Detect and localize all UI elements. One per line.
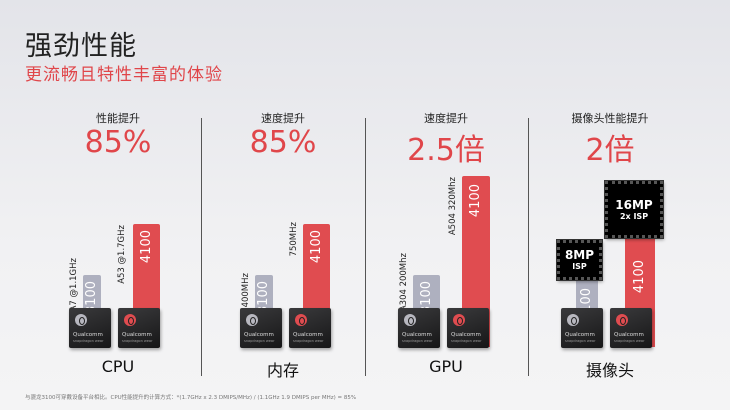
isp-desc: ISP <box>572 262 587 271</box>
snapdragon-3100-chip: Qualcomm snapdragon wear <box>240 308 282 348</box>
snapdragon-logo-icon <box>404 314 416 326</box>
panel-value: 85% <box>84 125 152 160</box>
bar-label: 4100 <box>309 230 324 264</box>
bar-label: 4100 <box>632 260 647 294</box>
page-title: 强劲性能 <box>25 31 137 62</box>
divider <box>365 118 366 376</box>
panel-value: 85% <box>249 125 317 160</box>
chip-line: snapdragon wear <box>244 339 275 343</box>
snapdragon-logo-icon <box>124 314 136 326</box>
panel-footer: 内存 <box>266 361 299 380</box>
snapdragon-3100-chip: Qualcomm snapdragon wear <box>69 308 111 348</box>
chip-brand: Qualcomm <box>614 332 644 338</box>
spec-label: A7 @1.1GHz <box>69 258 79 312</box>
chip-line: snapdragon wear <box>451 339 482 343</box>
snapdragon-3100-chip: Qualcomm snapdragon wear <box>561 308 603 348</box>
chip-brand: Qualcomm <box>244 332 274 338</box>
bar-label: 4100 <box>468 184 483 218</box>
spec-label: A504 320Mhz <box>448 177 458 236</box>
divider <box>528 118 529 376</box>
panel-heading: 速度提升 <box>424 112 468 125</box>
snapdragon-4100-chip: Qualcomm snapdragon wear <box>289 308 331 348</box>
panel-heading: 性能提升 <box>96 112 140 125</box>
chip-brand: Qualcomm <box>122 332 152 338</box>
snapdragon-logo-icon <box>75 314 87 326</box>
snapdragon-4100-chip: Qualcomm snapdragon wear <box>610 308 652 348</box>
chip-line: snapdragon wear <box>614 339 645 343</box>
chip-line: snapdragon wear <box>402 339 433 343</box>
divider <box>201 118 202 376</box>
page-subtitle: 更流畅且特性丰富的体验 <box>25 65 223 85</box>
chip-line: snapdragon wear <box>293 339 324 343</box>
chip-line: snapdragon wear <box>122 339 153 343</box>
snapdragon-logo-icon <box>246 314 258 326</box>
chip-brand: Qualcomm <box>451 332 481 338</box>
panel-footer: GPU <box>429 357 463 376</box>
chip-line: snapdragon wear <box>73 339 104 343</box>
isp-chip-8mp: 8MP ISP <box>556 239 603 281</box>
panel-value: 2.5倍 <box>407 133 485 168</box>
panel-heading: 速度提升 <box>261 112 305 125</box>
panel-heading: 摄像头性能提升 <box>571 112 649 125</box>
panel-footer: CPU <box>101 357 135 376</box>
isp-mp: 8MP <box>564 248 595 262</box>
snapdragon-logo-icon <box>453 314 465 326</box>
snapdragon-3100-chip: Qualcomm snapdragon wear <box>398 308 440 348</box>
chip-brand: Qualcomm <box>293 332 323 338</box>
isp-desc: 2x ISP <box>619 212 649 221</box>
spec-label: 750MHz <box>289 222 299 257</box>
panel-footer: 摄像头 <box>585 361 634 380</box>
snapdragon-4100-chip: Qualcomm snapdragon wear <box>447 308 489 348</box>
chip-brand: Qualcomm <box>565 332 595 338</box>
snapdragon-logo-icon <box>295 314 307 326</box>
spec-label: A304 200Mhz <box>399 253 409 312</box>
chip-brand: Qualcomm <box>402 332 432 338</box>
footnote: 与骁龙3100可穿戴设备平台相比。CPU性能提升的计算方式：*(1.7GHz x… <box>25 395 357 401</box>
snapdragon-4100-chip: Qualcomm snapdragon wear <box>118 308 160 348</box>
bar-label: 4100 <box>139 230 154 264</box>
isp-chip-16mp: 16MP 2x ISP <box>604 180 664 239</box>
chip-line: snapdragon wear <box>565 339 596 343</box>
snapdragon-logo-icon <box>567 314 579 326</box>
spec-label: 400MHz <box>241 273 251 308</box>
spec-label: A53 @1.7GHz <box>117 225 127 284</box>
isp-mp: 16MP <box>615 198 653 212</box>
snapdragon-logo-icon <box>616 314 628 326</box>
chip-brand: Qualcomm <box>73 332 103 338</box>
panel-value: 2倍 <box>585 133 635 168</box>
